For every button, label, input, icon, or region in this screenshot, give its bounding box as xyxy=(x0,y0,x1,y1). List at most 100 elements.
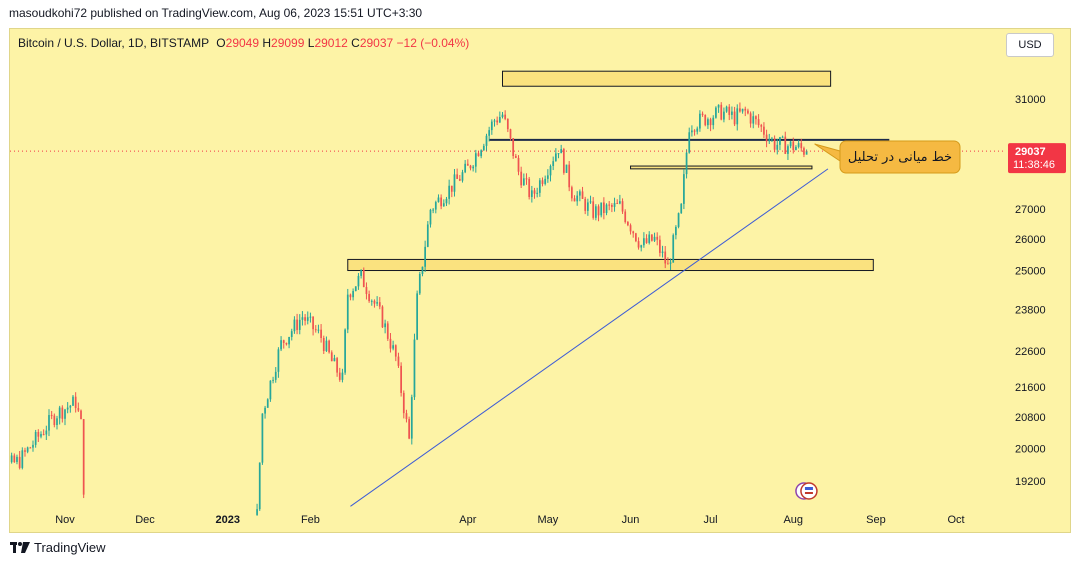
candle-body xyxy=(506,118,509,130)
candle-body xyxy=(429,209,432,225)
candle-body xyxy=(581,191,584,199)
candle-body xyxy=(450,185,453,192)
candle-body xyxy=(306,317,309,321)
candle-body xyxy=(320,329,322,338)
candle-body xyxy=(421,266,424,275)
candle-body xyxy=(530,190,533,197)
candle-body xyxy=(525,178,528,180)
candle-body xyxy=(40,434,42,437)
candle-body xyxy=(410,397,413,439)
candle-body xyxy=(432,209,435,211)
candle-body xyxy=(611,205,613,207)
candle-body xyxy=(712,117,715,126)
y-tick-label: 21600 xyxy=(1015,382,1046,394)
annotation-text: خط میانی در تحلیل xyxy=(848,150,952,165)
annotation-pointer xyxy=(814,143,841,162)
ohlc-values: O29049 H29099 L29012 C29037 −12 (−0.04%) xyxy=(216,36,469,50)
candle-body xyxy=(789,141,792,147)
candle-body xyxy=(643,238,645,246)
y-tick-label: 23800 xyxy=(1015,305,1046,317)
candle-body xyxy=(256,509,258,515)
candle-body xyxy=(661,251,664,253)
candle-body xyxy=(763,126,765,135)
currency-button[interactable]: USD xyxy=(1006,33,1054,57)
chart-area[interactable]: 31000 27000 26000 25000 23800 22600 21600 20800… xyxy=(9,28,1071,533)
high-label: H xyxy=(262,36,272,50)
candle-body xyxy=(66,407,69,410)
candle-body xyxy=(784,136,787,154)
candle-body xyxy=(266,399,269,408)
candle-body xyxy=(680,203,683,214)
candle-body xyxy=(512,138,515,156)
candle-body xyxy=(298,319,301,330)
candle-body xyxy=(704,115,707,126)
candle-body xyxy=(560,149,563,154)
candle-body xyxy=(50,415,53,417)
candle-body xyxy=(349,294,352,298)
candle-body xyxy=(627,222,629,226)
candle-body xyxy=(552,161,555,167)
price-chart[interactable]: 31000 27000 26000 25000 23800 22600 21600 20800… xyxy=(10,29,1071,533)
candle-body xyxy=(501,114,504,118)
candle-body xyxy=(437,197,440,203)
price-tag-countdown: 11:38:46 xyxy=(1013,159,1055,171)
candle-body xyxy=(768,139,771,142)
candle-body xyxy=(541,180,544,184)
candle-body xyxy=(69,405,72,408)
candle-body xyxy=(386,323,389,339)
candle-body xyxy=(330,352,333,362)
candle-body xyxy=(800,143,803,149)
footer: TradingView xyxy=(10,540,106,555)
candle-body xyxy=(32,444,34,448)
candle-body xyxy=(312,316,314,330)
candle-body xyxy=(42,434,45,436)
candle-body xyxy=(362,269,365,288)
candle-body xyxy=(549,166,552,176)
candle-body xyxy=(53,415,56,426)
candle-body xyxy=(747,110,749,114)
candle-body xyxy=(776,144,779,150)
candle-body xyxy=(645,238,648,243)
y-tick-label: 20000 xyxy=(1015,443,1046,455)
high-value: 29099 xyxy=(271,36,305,50)
candle-body xyxy=(16,456,18,462)
candle-body xyxy=(594,206,597,218)
candle-body xyxy=(58,407,61,419)
candle-body xyxy=(466,163,469,166)
candle-body xyxy=(592,201,595,218)
candle-body xyxy=(82,419,85,495)
close-value: 29037 xyxy=(359,36,394,50)
candle-body xyxy=(317,329,320,331)
x-tick-label: Apr xyxy=(459,514,476,526)
candle-body xyxy=(258,462,261,510)
candle-body xyxy=(509,129,512,139)
candle-body xyxy=(424,246,427,267)
price-tag xyxy=(1008,143,1066,174)
candle-body xyxy=(720,104,723,120)
candle-body xyxy=(277,349,280,372)
candle-body xyxy=(477,153,480,157)
candle-body xyxy=(605,204,608,214)
candle-body xyxy=(445,198,448,204)
candle-body xyxy=(504,114,507,119)
candle-body xyxy=(325,340,328,352)
candle-body xyxy=(456,174,459,179)
candle-body xyxy=(709,119,712,126)
candle-body xyxy=(384,323,386,328)
candle-body xyxy=(544,178,547,184)
candle-body xyxy=(696,128,699,132)
close-label: C xyxy=(351,36,360,50)
candle-body xyxy=(56,418,58,426)
candle-body xyxy=(280,340,282,350)
top-bar: masoudkohi72 published on TradingView.co… xyxy=(9,6,423,20)
candle-body xyxy=(739,108,741,112)
candle-body xyxy=(490,121,493,131)
candle-body xyxy=(458,178,461,181)
candle-body xyxy=(402,392,405,414)
candle-body xyxy=(13,455,16,462)
candle-body xyxy=(624,211,627,223)
candle-body xyxy=(461,172,464,181)
candle-body xyxy=(485,135,488,146)
candle-body xyxy=(629,225,632,232)
candle-body xyxy=(493,120,496,122)
